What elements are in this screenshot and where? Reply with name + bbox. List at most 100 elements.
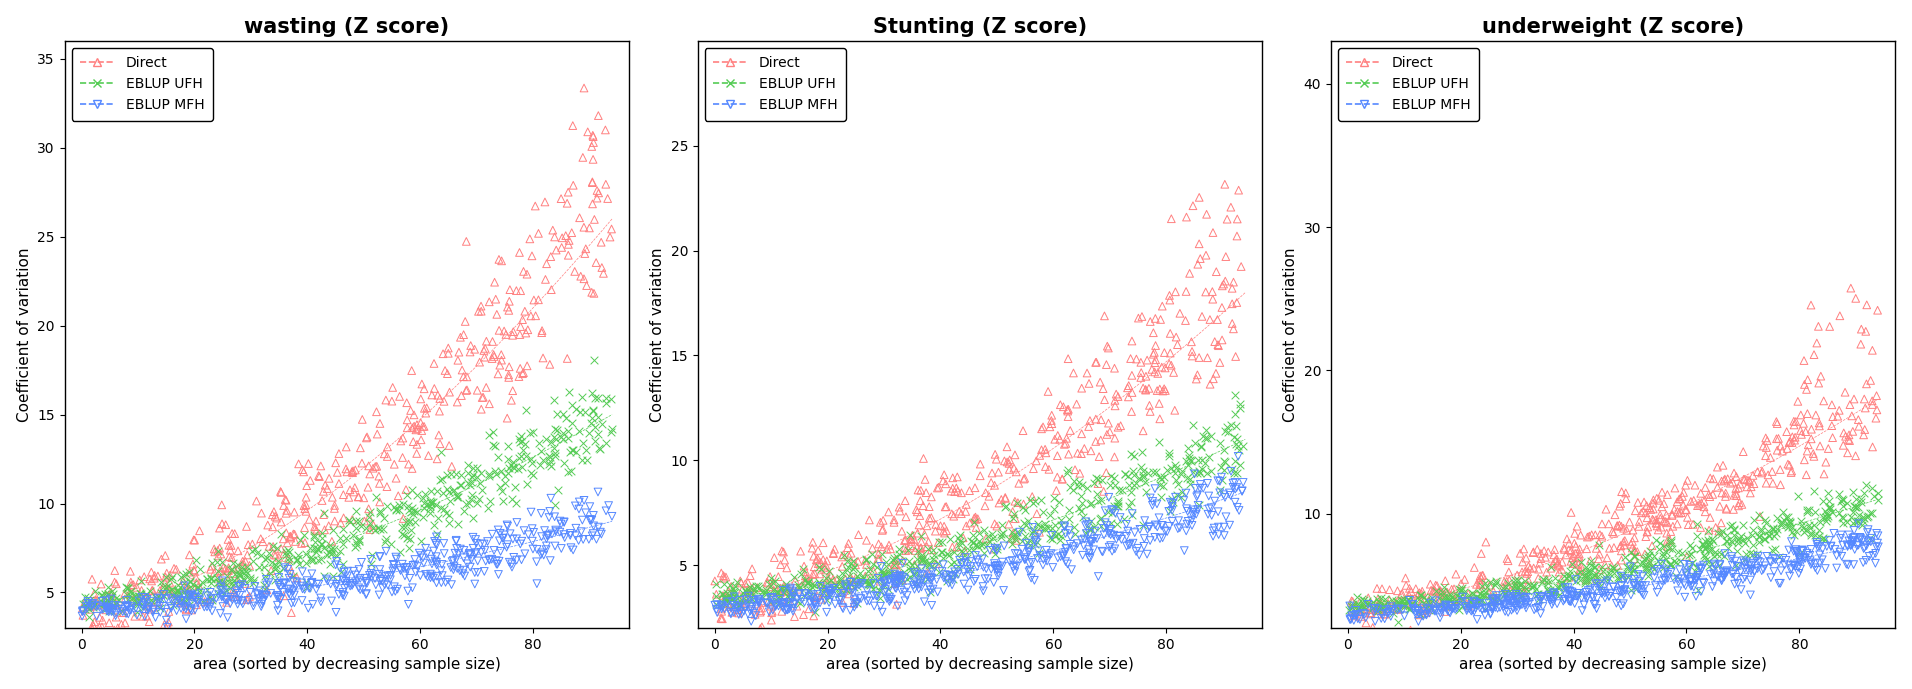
Point — [717, 584, 748, 595]
Point — [790, 588, 820, 599]
Point — [1799, 349, 1830, 360]
Point — [254, 567, 285, 578]
Point — [363, 478, 394, 489]
Point — [757, 584, 788, 595]
Point — [751, 597, 782, 608]
Point — [1663, 493, 1694, 504]
Point — [929, 528, 960, 539]
Point — [398, 506, 428, 517]
Point — [1140, 483, 1170, 494]
Point — [1111, 531, 1141, 542]
Point — [1663, 573, 1694, 584]
Point — [782, 579, 813, 590]
Point — [937, 575, 967, 586]
Point — [417, 497, 447, 508]
Point — [1591, 572, 1621, 583]
Point — [1814, 502, 1845, 513]
Point — [1191, 287, 1222, 298]
Point — [803, 545, 834, 556]
Point — [1654, 535, 1684, 546]
Point — [948, 566, 979, 577]
Point — [574, 427, 604, 438]
Point — [1065, 476, 1096, 487]
Point — [880, 579, 910, 590]
Point — [432, 368, 463, 379]
Point — [1564, 564, 1595, 575]
Point — [535, 506, 566, 517]
Point — [1683, 500, 1713, 511]
Point — [1220, 477, 1250, 488]
Point — [1468, 570, 1499, 581]
Point — [178, 579, 208, 590]
Point — [895, 565, 925, 576]
Point — [813, 587, 843, 598]
Point — [1172, 516, 1203, 527]
Point — [1459, 606, 1489, 617]
Point — [1809, 469, 1839, 480]
Point — [189, 596, 220, 607]
Point — [1415, 597, 1445, 608]
Point — [893, 544, 923, 555]
Point — [1767, 517, 1797, 528]
Point — [1457, 599, 1488, 610]
Point — [1090, 517, 1120, 528]
Point — [310, 524, 340, 535]
Point — [499, 461, 530, 472]
Y-axis label: Coefficient of variation: Coefficient of variation — [1283, 247, 1298, 422]
Point — [1478, 597, 1509, 608]
Point — [96, 592, 126, 603]
Point — [491, 413, 522, 424]
Point — [1080, 436, 1111, 447]
Point — [969, 548, 1000, 559]
Point — [1140, 347, 1170, 358]
Point — [1518, 579, 1549, 590]
Point — [231, 521, 262, 532]
Point — [1401, 605, 1432, 616]
Point — [260, 550, 291, 561]
Point — [157, 600, 187, 611]
Point — [1860, 557, 1891, 568]
Point — [312, 483, 342, 494]
Point — [994, 454, 1025, 465]
Point — [461, 537, 491, 548]
Point — [344, 535, 375, 546]
Point — [702, 599, 732, 610]
Point — [426, 559, 457, 570]
Point — [438, 564, 468, 575]
Point — [1210, 276, 1241, 287]
Point — [247, 550, 277, 561]
Point — [1631, 562, 1662, 573]
Point — [495, 284, 526, 295]
Point — [910, 559, 941, 570]
Point — [1581, 573, 1612, 584]
Point — [1706, 575, 1736, 586]
Point — [763, 591, 793, 602]
Point — [1088, 529, 1119, 540]
Point — [1778, 560, 1809, 571]
Point — [866, 579, 897, 590]
Point — [1222, 438, 1252, 449]
Point — [1650, 516, 1681, 527]
Point — [1218, 477, 1249, 489]
Point — [1845, 339, 1876, 350]
Point — [409, 383, 440, 394]
Point — [161, 564, 191, 575]
Point — [174, 566, 205, 577]
Point — [1600, 509, 1631, 520]
Point — [797, 537, 828, 548]
Point — [1801, 539, 1832, 550]
Point — [344, 535, 375, 546]
Point — [1761, 433, 1792, 444]
Point — [1721, 559, 1751, 570]
Point — [1185, 441, 1216, 452]
Point — [1765, 551, 1795, 562]
Point — [1512, 566, 1543, 577]
Point — [793, 576, 824, 587]
Point — [1809, 534, 1839, 545]
Point — [218, 591, 249, 602]
Point — [1482, 592, 1512, 603]
Point — [1369, 613, 1400, 624]
Point — [191, 601, 222, 613]
Point — [1518, 604, 1549, 615]
Point — [218, 557, 249, 568]
